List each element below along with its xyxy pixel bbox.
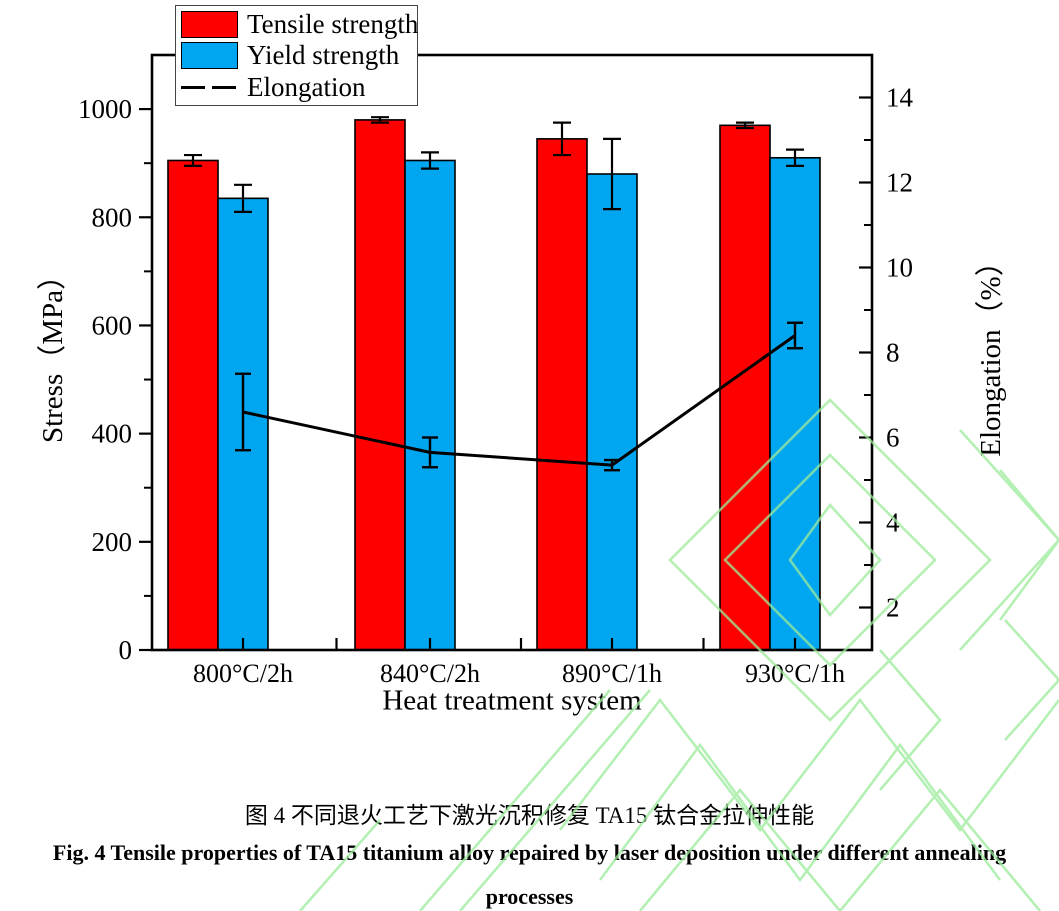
x-category-label: 800°C/2h xyxy=(193,659,293,688)
y-axis-title-right: Elongation（%） xyxy=(975,247,1007,457)
legend-item-tensile: Tensile strength xyxy=(176,8,419,40)
elongation-line xyxy=(242,334,796,467)
x-category-label: 930°C/1h xyxy=(745,659,845,688)
bar-tensile-1 xyxy=(354,119,406,651)
left-tick-label: 1000 xyxy=(78,94,132,124)
x-category-label: 890°C/1h xyxy=(562,659,662,688)
right-tick-label: 2 xyxy=(886,593,900,623)
right-tick-label: 14 xyxy=(886,83,914,113)
legend: Tensile strength Yield strength Elongati… xyxy=(175,5,418,106)
x-category-label: 840°C/2h xyxy=(380,659,480,688)
bar-tensile-0 xyxy=(167,159,219,651)
bar-tensile-2 xyxy=(536,138,588,651)
legend-swatch-yield xyxy=(181,42,238,69)
left-tick-label: 800 xyxy=(92,202,133,232)
legend-label-tensile: Tensile strength xyxy=(247,8,419,39)
caption-en-line1: Fig. 4 Tensile properties of TA15 titani… xyxy=(52,840,1007,865)
y-axis-title-left: Stress（MPa） xyxy=(37,260,69,444)
x-axis-title: Heat treatment system xyxy=(382,684,642,717)
bar-yield-3 xyxy=(769,156,821,651)
right-tick-label: 8 xyxy=(886,338,900,368)
bar-tensile-3 xyxy=(719,124,771,651)
right-tick-label: 6 xyxy=(886,423,900,453)
right-tick-label: 4 xyxy=(886,508,900,538)
legend-line-dash xyxy=(212,85,236,89)
right-tick-label: 10 xyxy=(886,253,913,283)
legend-label-elongation: Elongation xyxy=(247,71,366,102)
left-tick-label: 0 xyxy=(119,635,133,665)
legend-item-yield: Yield strength xyxy=(176,40,417,71)
left-tick-label: 600 xyxy=(92,310,133,340)
caption-zh: 图 4 不同退火工艺下激光沉积修复 TA15 钛合金拉伸性能 xyxy=(244,803,815,828)
bar-yield-2 xyxy=(586,173,638,651)
right-tick-label: 12 xyxy=(886,168,913,198)
legend-line-dash xyxy=(181,85,205,89)
legend-item-elongation: Elongation xyxy=(176,72,417,103)
legend-swatch-tensile xyxy=(181,10,238,38)
left-tick-label: 400 xyxy=(92,419,133,449)
legend-line-sample xyxy=(181,85,238,89)
bar-yield-1 xyxy=(404,159,456,651)
legend-label-yield: Yield strength xyxy=(247,40,400,70)
left-tick-label: 200 xyxy=(92,527,133,557)
caption-en-line2: processes xyxy=(485,884,574,909)
